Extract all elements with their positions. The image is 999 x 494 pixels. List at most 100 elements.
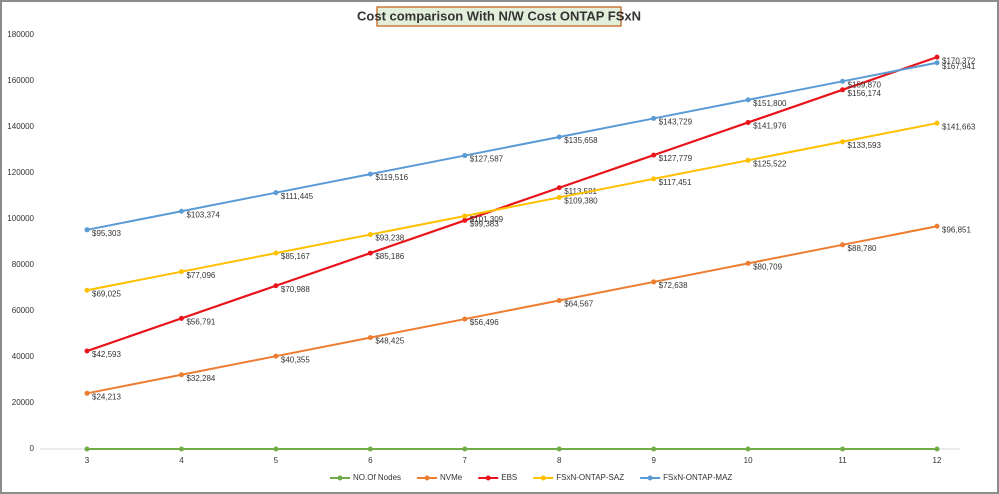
title-box <box>376 6 622 27</box>
data-point <box>745 97 751 103</box>
x-tick-label: 9 <box>651 456 656 465</box>
data-point <box>840 446 846 452</box>
x-tick-label: 10 <box>744 456 753 465</box>
data-point <box>178 269 184 275</box>
y-tick-label: 80000 <box>12 260 35 269</box>
x-tick-label: 8 <box>557 456 562 465</box>
data-point <box>556 134 562 140</box>
data-point <box>273 283 279 289</box>
data-label: $113,581 <box>564 187 597 196</box>
data-label: $95,303 <box>92 229 121 238</box>
data-label: $93,238 <box>375 234 404 243</box>
data-point <box>934 120 940 126</box>
data-label: $143,729 <box>659 118 693 127</box>
legend-marker <box>424 475 430 481</box>
data-label: $24,213 <box>92 392 121 401</box>
legend-marker <box>647 475 653 481</box>
x-tick-label: 5 <box>274 456 279 465</box>
data-label: $32,284 <box>186 374 215 383</box>
data-point <box>84 227 90 233</box>
data-label: $167,941 <box>942 62 976 71</box>
data-point <box>745 119 751 125</box>
legend-label: NVMe <box>440 473 463 482</box>
data-point <box>745 446 751 452</box>
data-label: $72,638 <box>659 281 688 290</box>
data-point <box>556 194 562 200</box>
data-label: $85,186 <box>375 252 404 261</box>
data-label: $99,383 <box>470 220 499 229</box>
data-point <box>651 152 657 158</box>
data-label: $77,096 <box>186 271 215 280</box>
data-label: $151,800 <box>753 99 787 108</box>
data-point <box>367 232 373 238</box>
series-line <box>86 61 938 231</box>
data-label: $141,976 <box>753 122 787 131</box>
data-point <box>178 372 184 378</box>
data-label: $125,522 <box>753 159 787 168</box>
x-tick-label: 7 <box>463 456 468 465</box>
data-label: $56,496 <box>470 318 499 327</box>
data-label: $133,593 <box>848 141 882 150</box>
data-label: $135,658 <box>564 136 598 145</box>
data-point <box>934 446 940 452</box>
data-point <box>84 287 90 293</box>
x-tick-label: 6 <box>368 456 373 465</box>
y-tick-label: 0 <box>30 444 35 453</box>
y-tick-label: 180000 <box>7 30 34 39</box>
y-tick-label: 160000 <box>7 76 34 85</box>
y-tick-label: 140000 <box>7 122 34 131</box>
data-label: $85,167 <box>281 252 310 261</box>
data-point <box>273 353 279 359</box>
data-point <box>840 78 846 84</box>
data-label: $42,593 <box>92 350 121 359</box>
data-label: $127,779 <box>659 154 693 163</box>
y-tick-label: 100000 <box>7 214 34 223</box>
data-label: $117,451 <box>659 178 692 187</box>
legend-marker <box>337 475 343 481</box>
legend-marker <box>485 475 491 481</box>
x-tick-label: 11 <box>838 456 847 465</box>
data-point <box>84 446 90 452</box>
data-point <box>84 390 90 396</box>
data-label: $170,372 <box>942 56 976 65</box>
data-point <box>367 171 373 177</box>
data-point <box>840 87 846 93</box>
data-point <box>651 115 657 121</box>
x-tick-label: 12 <box>933 456 942 465</box>
data-point <box>556 297 562 303</box>
data-point <box>273 250 279 256</box>
chart-title: Cost comparison With N/W Cost ONTAP FSxN <box>357 8 641 23</box>
data-label: $48,425 <box>375 337 404 346</box>
legend-label: NO.Of Nodes <box>353 473 401 482</box>
data-label: $96,851 <box>942 225 971 234</box>
data-label: $109,380 <box>564 197 598 206</box>
data-label: $111,445 <box>281 192 314 201</box>
data-point <box>556 185 562 191</box>
data-point <box>934 223 940 229</box>
legend-marker <box>540 475 546 481</box>
y-tick-label: 120000 <box>7 168 34 177</box>
legend-label: FSxN-ONTAP-SAZ <box>556 473 624 482</box>
data-label: $127,587 <box>470 155 504 164</box>
data-point <box>273 190 279 196</box>
data-point <box>178 315 184 321</box>
data-label: $69,025 <box>92 289 121 298</box>
data-point <box>651 279 657 285</box>
data-point <box>462 153 468 159</box>
data-point <box>367 446 373 452</box>
data-label: $40,355 <box>281 355 310 364</box>
data-point <box>934 60 940 66</box>
data-point <box>651 446 657 452</box>
data-label: $119,516 <box>375 173 408 182</box>
y-tick-label: 20000 <box>12 398 35 407</box>
series-line <box>86 225 938 395</box>
data-label: $88,780 <box>848 244 877 253</box>
data-label: $64,567 <box>564 300 593 309</box>
data-label: $101,309 <box>470 215 504 224</box>
data-point <box>462 213 468 219</box>
data-point <box>745 260 751 266</box>
data-label: $56,791 <box>186 317 215 326</box>
data-point <box>367 335 373 341</box>
data-point <box>178 446 184 452</box>
